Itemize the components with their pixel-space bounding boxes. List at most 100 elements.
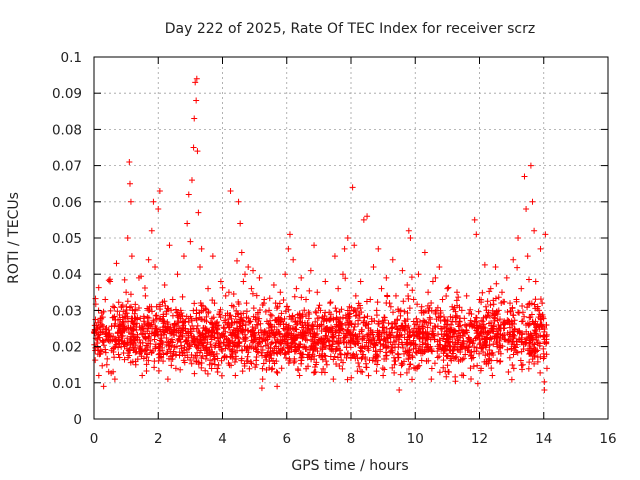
- roti-point: [361, 335, 368, 342]
- roti-point: [171, 321, 178, 328]
- roti-point: [351, 352, 358, 359]
- roti-point: [532, 296, 539, 303]
- roti-point: [444, 362, 451, 369]
- roti-point: [188, 317, 195, 324]
- roti-point: [508, 376, 515, 383]
- roti-point: [206, 361, 213, 368]
- roti-point: [518, 348, 525, 355]
- roti-point: [246, 318, 253, 325]
- roti-point: [246, 365, 253, 372]
- roti-point: [193, 315, 200, 322]
- roti-point: [130, 319, 137, 326]
- roti-point: [141, 285, 148, 292]
- roti-point: [239, 347, 246, 354]
- roti-point: [328, 343, 335, 350]
- roti-point: [262, 342, 269, 349]
- roti-point: [179, 293, 186, 300]
- roti-point: [521, 173, 528, 180]
- roti-point: [460, 372, 467, 379]
- roti-point: [294, 334, 301, 341]
- roti-point: [126, 180, 133, 187]
- roti-point: [404, 331, 411, 338]
- roti-point: [110, 333, 117, 340]
- roti-point: [202, 367, 209, 374]
- roti-point: [244, 353, 251, 360]
- roti-point: [277, 289, 284, 296]
- roti-point: [504, 317, 511, 324]
- roti-point: [525, 331, 532, 338]
- roti-point: [188, 177, 195, 184]
- roti-point: [398, 362, 405, 369]
- roti-point: [100, 383, 107, 390]
- roti-point: [484, 350, 491, 357]
- roti-point: [394, 326, 401, 333]
- roti-point: [487, 313, 494, 320]
- roti-point: [94, 325, 101, 332]
- roti-point: [102, 326, 109, 333]
- roti-point: [540, 350, 547, 357]
- roti-point: [297, 341, 304, 348]
- roti-point: [503, 274, 510, 281]
- roti-point: [379, 365, 386, 372]
- roti-point: [508, 308, 515, 315]
- roti-point: [194, 322, 201, 329]
- roti-point: [275, 314, 282, 321]
- roti-point: [212, 342, 219, 349]
- roti-point: [344, 235, 351, 241]
- roti-point: [176, 336, 183, 343]
- roti-point: [354, 368, 361, 375]
- roti-point: [444, 285, 451, 292]
- chart-title: Day 222 of 2025, Rate Of TEC Index for r…: [165, 21, 535, 37]
- roti-point: [410, 345, 417, 352]
- roti-point: [304, 354, 311, 361]
- roti-point: [375, 320, 382, 327]
- roti-point: [524, 304, 531, 311]
- roti-point: [246, 319, 253, 326]
- roti-point: [465, 335, 472, 342]
- roti-point: [161, 323, 168, 330]
- roti-point: [336, 308, 343, 315]
- roti-point: [389, 364, 396, 371]
- roti-point: [537, 369, 544, 376]
- roti-point: [228, 319, 235, 326]
- roti-point: [516, 309, 523, 316]
- roti-point: [352, 332, 359, 339]
- roti-point: [406, 305, 413, 312]
- roti-point: [162, 302, 169, 309]
- x-tick-label: 6: [282, 431, 291, 447]
- roti-point: [321, 335, 328, 342]
- roti-point: [375, 245, 382, 252]
- roti-point: [301, 343, 308, 350]
- roti-point: [110, 303, 117, 310]
- roti-point: [218, 331, 225, 338]
- roti-point: [285, 332, 292, 339]
- roti-point: [153, 303, 160, 310]
- roti-point: [116, 354, 123, 361]
- roti-point: [240, 318, 247, 325]
- roti-point: [489, 307, 496, 314]
- roti-point: [414, 363, 421, 370]
- roti-point: [308, 336, 315, 343]
- roti-point: [144, 328, 151, 335]
- roti-point: [357, 347, 364, 354]
- roti-point: [102, 349, 109, 356]
- roti-point: [179, 333, 186, 340]
- roti-point: [150, 198, 157, 205]
- roti-point: [463, 343, 470, 350]
- roti-point: [360, 216, 367, 223]
- roti-point: [262, 329, 269, 336]
- roti-point: [473, 324, 480, 331]
- roti-point: [291, 293, 298, 300]
- roti-point: [241, 271, 248, 278]
- roti-point: [124, 298, 131, 305]
- roti-point: [475, 308, 482, 315]
- roti-point: [165, 339, 172, 346]
- roti-point: [173, 323, 180, 330]
- roti-point: [454, 335, 461, 342]
- roti-point: [337, 337, 344, 344]
- roti-point: [148, 330, 155, 337]
- roti-point: [122, 315, 129, 322]
- roti-point: [209, 253, 216, 260]
- roti-point: [191, 300, 198, 307]
- roti-point: [429, 278, 436, 285]
